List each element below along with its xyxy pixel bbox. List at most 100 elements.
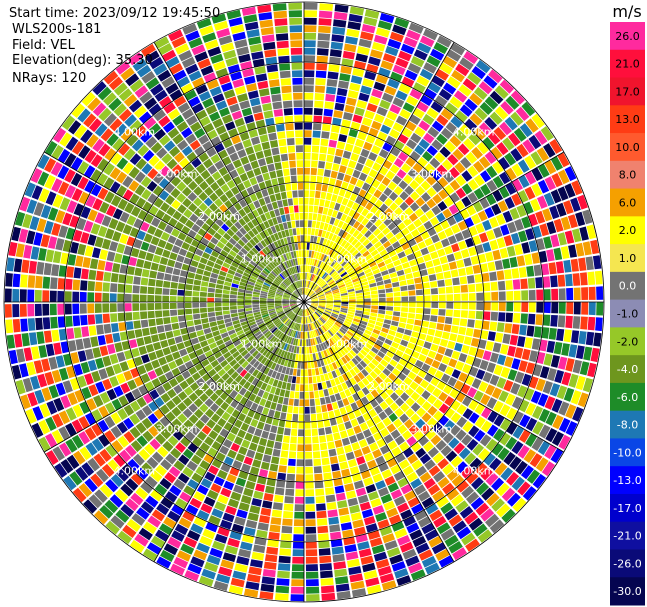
gate-cell [417, 224, 427, 234]
gate-cell [271, 509, 282, 518]
gate-cell [277, 349, 283, 357]
gate-cell [203, 122, 215, 134]
gate-cell [298, 288, 302, 295]
gate-cell [427, 81, 441, 94]
gate-cell [377, 261, 386, 268]
gate-cell [319, 281, 326, 287]
gate-cell [195, 419, 205, 430]
gate-cell [510, 111, 524, 126]
gate-cell [430, 308, 439, 316]
gate-cell [279, 184, 286, 192]
gate-cell [45, 343, 55, 357]
gate-cell [506, 422, 518, 435]
gate-cell [310, 266, 314, 273]
gate-cell [373, 253, 381, 261]
gate-cell [439, 146, 451, 158]
gate-cell [72, 487, 87, 503]
gate-cell [136, 258, 145, 268]
gate-cell [244, 269, 252, 275]
gate-cell [328, 241, 334, 249]
gate-cell [297, 281, 300, 288]
gate-cell [270, 234, 277, 242]
gate-cell [339, 514, 351, 524]
gate-cell [325, 294, 333, 298]
gate-cell [207, 292, 215, 298]
gate-cell [370, 498, 382, 508]
gate-cell [549, 139, 563, 154]
gate-cell [496, 142, 509, 156]
gate-cell [225, 505, 237, 516]
gate-cell [596, 302, 604, 316]
gate-cell [305, 459, 313, 467]
radar-ray [141, 43, 301, 296]
gate-cell [260, 27, 274, 36]
gate-cell [395, 231, 404, 240]
gate-cell [160, 202, 170, 213]
gate-cell [446, 469, 460, 481]
gate-cell [489, 271, 497, 281]
gate-cell [425, 209, 435, 220]
gate-cell [331, 463, 340, 472]
gate-cell [325, 494, 336, 503]
gate-cell [521, 101, 536, 117]
gate-cell [223, 285, 231, 291]
gate-cell [570, 390, 582, 405]
gate-cell [313, 123, 322, 131]
gate-cell [512, 411, 524, 424]
gate-cell [413, 250, 422, 259]
gate-cell [558, 288, 566, 301]
gate-cell [81, 268, 89, 280]
gate-cell [492, 249, 501, 261]
gate-cell [429, 216, 440, 226]
range-ring-label: 1.00km [241, 337, 283, 350]
gate-cell [130, 492, 144, 506]
gate-cell [580, 272, 588, 286]
gate-cell [116, 421, 128, 434]
gate-cell [248, 36, 261, 46]
gate-cell [267, 263, 274, 271]
gate-cell [386, 547, 401, 558]
gate-cell [467, 319, 475, 328]
gate-cell [474, 462, 488, 476]
gate-cell [429, 157, 441, 169]
gate-cell [443, 324, 452, 332]
gate-cell [117, 303, 125, 312]
gate-cell [410, 244, 420, 253]
azimuth-line [43, 151, 305, 303]
gate-cell [110, 474, 124, 488]
gate-cell [304, 399, 310, 407]
gate-cell [141, 405, 153, 417]
gate-cell [400, 392, 410, 402]
gate-cell [64, 184, 76, 199]
gate-cell [421, 363, 431, 372]
gate-cell [350, 512, 362, 521]
gate-cell [323, 108, 333, 117]
gate-cell [153, 197, 164, 208]
gate-cell [144, 443, 156, 456]
gate-cell [468, 517, 483, 531]
gate-cell [578, 331, 587, 345]
gate-cell [353, 280, 361, 286]
radar-ray [306, 17, 410, 295]
gate-cell [511, 193, 522, 206]
gate-cell [460, 157, 472, 169]
gate-cell [168, 360, 177, 370]
gate-cell [209, 202, 218, 212]
gate-cell [272, 269, 279, 276]
gate-cell [198, 191, 208, 202]
gate-cell [315, 368, 320, 376]
gate-cell [105, 333, 114, 344]
gate-cell [322, 116, 332, 124]
gate-cell [200, 414, 210, 424]
gate-cell [304, 287, 307, 295]
gate-cell [267, 369, 274, 377]
gate-cell [68, 340, 77, 352]
gate-cell [446, 216, 457, 226]
gate-cell [486, 165, 498, 179]
gate-cell [515, 460, 528, 475]
gate-cell [222, 302, 230, 307]
gate-cell [263, 220, 270, 229]
range-ring-label: 3.00km [156, 422, 198, 435]
gate-cell [296, 273, 300, 281]
gate-cell [87, 280, 95, 291]
